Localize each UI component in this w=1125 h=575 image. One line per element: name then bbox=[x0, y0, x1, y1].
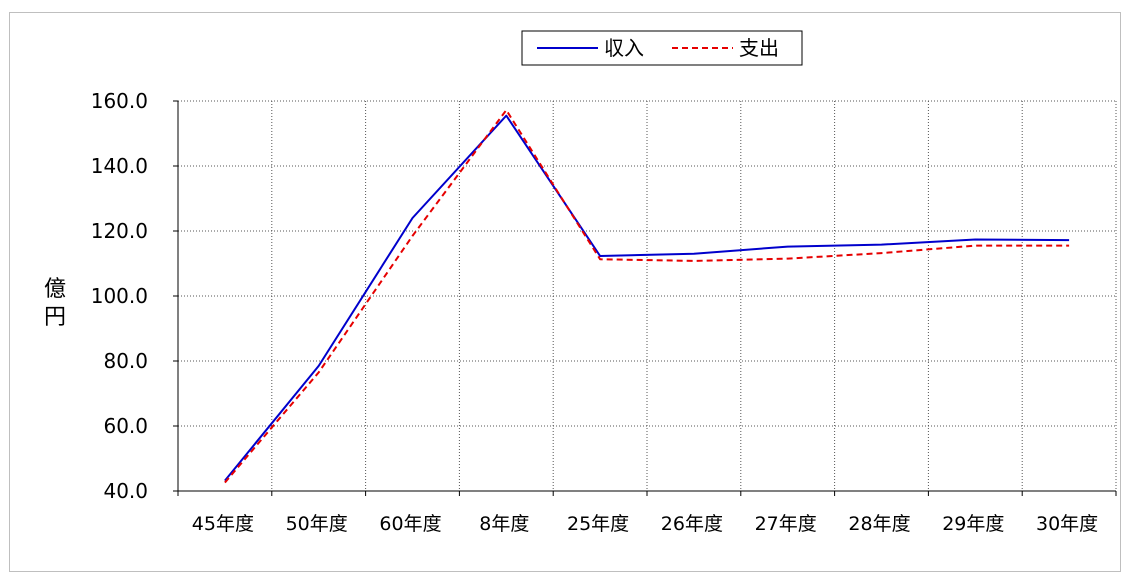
legend-label-series-1: 収入 bbox=[604, 36, 644, 60]
axes bbox=[173, 100, 1117, 496]
x-tick-label: 27年度 bbox=[755, 513, 817, 535]
x-tick-label: 30年度 bbox=[1036, 513, 1098, 535]
x-tick-label: 29年度 bbox=[942, 513, 1004, 535]
series-line-2 bbox=[224, 109, 1070, 484]
y-tick-label: 100.0 bbox=[91, 284, 148, 308]
y-tick-label: 140.0 bbox=[91, 154, 148, 178]
x-tick-label: 8年度 bbox=[479, 513, 529, 535]
x-tick-label: 25年度 bbox=[567, 513, 629, 535]
x-tick-label: 26年度 bbox=[661, 513, 723, 535]
chart-frame bbox=[9, 12, 1121, 572]
y-tick-label: 60.0 bbox=[103, 414, 148, 438]
grid bbox=[178, 100, 1117, 491]
y-tick-labels: 40.0 60.0 80.0 100.0 120.0 140.0 160.0 bbox=[91, 89, 148, 503]
x-tick-label: 45年度 bbox=[192, 513, 254, 535]
series-line-1 bbox=[224, 114, 1070, 482]
y-tick-label: 120.0 bbox=[91, 219, 148, 243]
series-layer bbox=[224, 109, 1070, 484]
y-tick-label: 160.0 bbox=[91, 89, 148, 113]
y-axis-label-char: 円 bbox=[44, 305, 66, 330]
x-tick-label: 50年度 bbox=[286, 513, 348, 535]
y-axis-label: 億円 bbox=[44, 277, 66, 330]
y-tick-label: 80.0 bbox=[103, 349, 148, 373]
legend-label-series-2: 支出 bbox=[739, 36, 779, 60]
x-tick-label: 28年度 bbox=[848, 513, 910, 535]
y-axis-label-char: 億 bbox=[44, 277, 66, 302]
legend: 収入 支出 bbox=[521, 30, 803, 66]
x-tick-labels: 45年度 50年度 60年度 8年度 25年度 26年度 27年度 28年度 29年度 30年度 bbox=[192, 513, 1098, 535]
x-tick-label: 60年度 bbox=[379, 513, 441, 535]
y-tick-label: 40.0 bbox=[103, 479, 148, 503]
